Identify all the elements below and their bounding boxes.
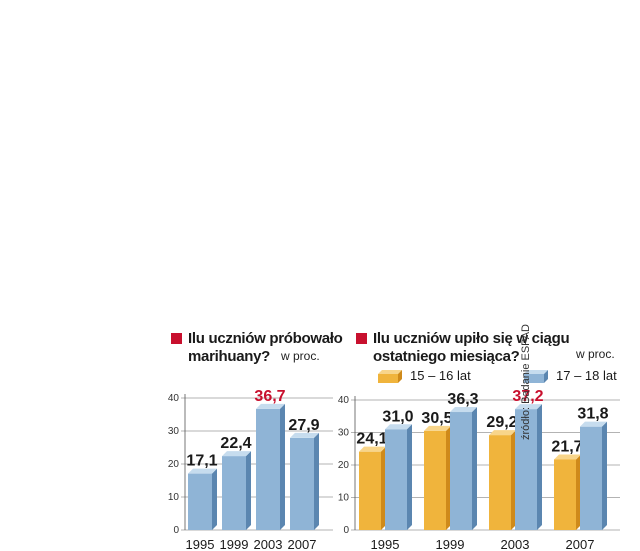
chart1-value-label: 22,4 (220, 435, 251, 452)
chart2-value-label: 21,7 (551, 438, 582, 455)
chart2-category-label: 1995 (371, 537, 400, 551)
chart2-bar-2003-s1-side (537, 404, 542, 530)
legend-swatch-orange-icon (378, 369, 402, 383)
chart1-bar-1995 (188, 468, 217, 530)
chart2-bar-2007-s0-front (554, 459, 576, 530)
chart1-bar-1999-front (222, 456, 246, 530)
chart1-bar-2003-front (256, 408, 280, 530)
chart1-bar-2007 (290, 432, 319, 530)
chart2-value-label: 24,1 (356, 431, 387, 448)
chart1-bar-2007-front (290, 437, 314, 530)
chart1-bar-1999-top (222, 451, 251, 457)
chart2-bar-1995-s1-side (407, 424, 412, 530)
chart1-bar-2007-top (290, 432, 319, 438)
legend-item-17-18: 17 – 18 lat (524, 368, 617, 383)
chart2-bar-1995-s0-top (359, 446, 386, 452)
chart2-bar-1999-s0-top (424, 425, 451, 431)
chart2-bar-2003-s1-top (515, 404, 542, 410)
chart2-value-label: 30,5 (421, 410, 452, 427)
chart2-bar-1999-s1-side (472, 407, 477, 530)
chart1-category-label: 2003 (254, 537, 283, 551)
chart2-bar-2007-s1 (580, 421, 607, 530)
chart2-bar-2003-s0-top (489, 430, 516, 436)
chart2-bar-1999-s0-front (424, 430, 446, 530)
chart1-value-label: 27,9 (288, 417, 319, 434)
chart2-bar-1995-s0-front (359, 451, 381, 530)
chart2-category-label: 2007 (566, 537, 595, 551)
chart2-bar-1999-s1-front (450, 412, 472, 530)
legend-label-15-16: 15 – 16 lat (410, 368, 471, 383)
chart2-ytick-label: 40 (338, 395, 350, 406)
chart1-bar-2003-top (256, 403, 285, 409)
chart2-category-label: 2003 (501, 537, 530, 551)
chart2-bar-2003-s0-front (489, 435, 511, 530)
chart2-bar-1999-s1 (450, 407, 477, 530)
chart1-ytick-label: 10 (168, 492, 180, 503)
chart1-value-label: 36,7 (254, 388, 285, 405)
chart2-bar-1999-s1-top (450, 407, 477, 413)
chart-upicie-title: Ilu uczniów upiło się w ciągu ostatniego… (373, 330, 570, 365)
chart-upicie-unit: w proc. (576, 347, 615, 361)
chart-marihuana-plot: 0 10 20 30 40 17,1 1995 22,4 1999 36,7 2003 27,9 200… (168, 388, 333, 551)
chart2-bar-1995-s0 (359, 446, 386, 530)
chart1-bar-1999 (222, 451, 251, 530)
chart2-bar-2007-s1-top (580, 421, 607, 427)
chart2-bar-2007-s1-side (602, 421, 607, 530)
chart-upicie-header: Ilu uczniów upiło się w ciągu ostatniego… (356, 330, 583, 366)
chart1-ytick-label: 30 (168, 426, 180, 437)
chart-upicie: Ilu uczniów upiło się w ciągu ostatniego… (338, 0, 625, 551)
chart2-bar-2007-s0 (554, 454, 581, 530)
legend-swatch-blue-icon (524, 369, 548, 383)
chart-marihuana-unit: w proc. (281, 349, 320, 363)
chart-marihuana-header: Ilu uczniów próbowało marihuany? (171, 330, 348, 366)
chart2-ytick-label: 0 (343, 525, 349, 536)
chart1-bar-2007-side (314, 432, 319, 530)
chart-upicie-plot: 0 10 20 30 40 24,1 31,0 1995 30,5 36,3 1999 29,2 37,… (338, 388, 620, 551)
chart1-category-label: 2007 (288, 537, 317, 551)
chart2-bar-2007-s0-top (554, 454, 581, 460)
chart2-ytick-label: 20 (338, 460, 350, 471)
source-note: źródło: Badanie ESPAD (520, 324, 533, 440)
chart2-bar-1995-s1 (385, 424, 412, 530)
chart1-bar-1995-side (212, 468, 217, 530)
chart1-ytick-label: 0 (173, 525, 179, 536)
chart1-category-label: 1999 (220, 537, 249, 551)
chart2-bar-1999-s0 (424, 425, 451, 530)
chart2-bar-2007-s0-side (576, 454, 581, 530)
chart1-bar-1995-front (188, 473, 212, 530)
title-bullet (356, 333, 367, 344)
chart2-bar-1995-s1-front (385, 429, 407, 530)
chart2-value-label: 31,8 (577, 406, 608, 423)
chart2-value-label: 31,0 (382, 408, 413, 425)
chart1-bar-2003-side (280, 403, 285, 530)
chart2-value-label: 37,2 (512, 388, 543, 405)
legend-item-15-16: 15 – 16 lat (378, 368, 471, 383)
chart-marihuana-title: Ilu uczniów próbowało marihuany? (188, 330, 343, 365)
chart2-bar-2003-s1-front (515, 409, 537, 530)
title-bullet (171, 333, 182, 344)
chart2-bar-1995-s0-side (381, 446, 386, 530)
chart2-bar-2003-s0-side (511, 430, 516, 530)
chart2-value-label: 36,3 (447, 391, 478, 408)
chart1-value-label: 17,1 (186, 453, 217, 470)
chart2-ytick-label: 10 (338, 493, 350, 504)
chart1-bar-1995-top (188, 468, 217, 474)
chart-marihuana: Ilu uczniów próbowało marihuany? w proc.… (165, 0, 343, 551)
chart1-ytick-label: 40 (168, 393, 180, 404)
chart2-category-label: 1999 (436, 537, 465, 551)
chart2-bar-1995-s1-top (385, 424, 412, 430)
chart2-bar-2007-s1-front (580, 426, 602, 530)
chart1-ytick-label: 20 (168, 459, 180, 470)
chart1-bar-2003 (256, 403, 285, 530)
chart2-bar-2003-s1 (515, 404, 542, 530)
legend-label-17-18: 17 – 18 lat (556, 368, 617, 383)
chart2-value-label: 29,2 (486, 414, 517, 431)
chart1-bar-1999-side (246, 451, 251, 530)
chart2-bar-1999-s0-side (446, 425, 451, 530)
chart1-category-label: 1995 (186, 537, 215, 551)
chart2-bar-2003-s0 (489, 430, 516, 530)
chart2-ytick-label: 30 (338, 428, 350, 439)
